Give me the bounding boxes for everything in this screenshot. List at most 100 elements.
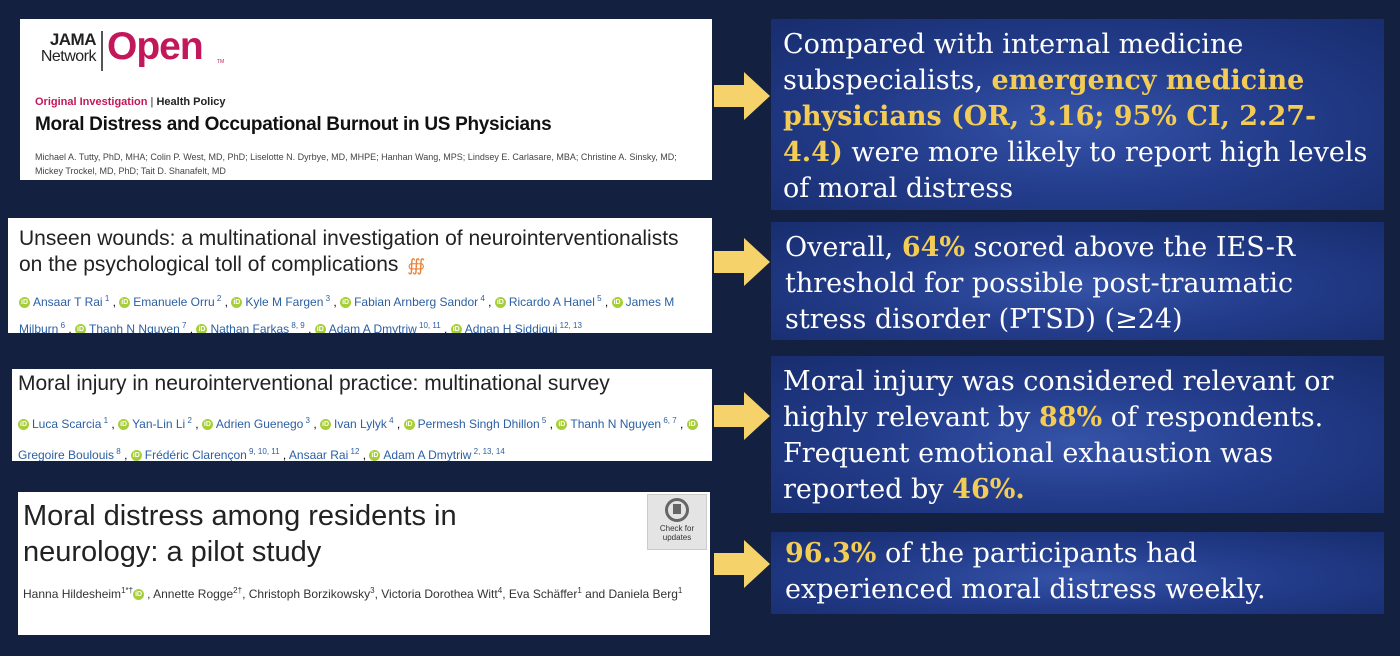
article-card-unseen-wounds: Unseen wounds: a multinational investiga… [8,218,712,333]
logo-network-text: Network [40,48,97,65]
author-entry[interactable]: iD Thanh N Nguyen 7 , [75,321,196,333]
author-entry[interactable]: iD Ansaar T Rai 1 , [19,294,120,309]
author-name[interactable]: Fabian Arnberg Sandor [354,295,479,309]
author-affiliation: 5 [539,416,547,425]
author-entry[interactable]: iD James M Milburn 6 , [19,295,674,333]
author-affiliation: 7 [179,321,187,330]
author-affiliation: 4 [478,294,485,303]
orcid-icon[interactable]: iD [686,419,698,431]
author-affiliation: 1 [101,416,109,425]
author-line-2: Mickey Trockel, MD, PhD; Tait D. Shanafe… [35,166,226,176]
author-name[interactable]: Yan-Lin Li [132,417,186,431]
orcid-icon[interactable]: iD [19,297,30,309]
author-entry[interactable]: iD Ricardo A Hanel 5 , [494,294,612,309]
highlight-text: emergency medicine physicians (OR, 3.16;… [783,65,1317,168]
orcid-icon[interactable]: iD [18,419,29,431]
author-entry[interactable]: iD Thanh N Nguyen 6, 7 , [556,416,687,431]
author-affiliation: 2 [185,416,192,425]
orcid-icon[interactable]: iD [369,450,381,461]
author-name[interactable]: Ansaar Rai [288,448,349,461]
author-entry[interactable]: iD Adam A Dmytriw 10, 11 , [314,321,451,333]
logo-tm-text: TM [217,59,225,65]
orcid-icon[interactable]: iD [130,450,142,461]
arrow-right-icon [714,392,770,440]
author-entry[interactable]: iD Adnan H Siddiqui 12, 13 [450,321,582,333]
article-card-moral-injury: Moral injury in neurointerventional prac… [12,369,712,461]
author-entry[interactable]: iD Emanuele Orru 2 , [119,294,232,309]
author-entry[interactable]: Ansaar Rai 12 , [288,447,370,461]
author-list: Michael A. Tutty, PhD, MHA; Colin P. Wes… [35,150,677,178]
author-name[interactable]: Gregoire Boulouis [18,448,115,461]
highlight-text: 88% [1038,402,1103,433]
orcid-icon[interactable]: iD [314,324,326,333]
article-title[interactable]: Moral injury in neurointerventional prac… [18,372,610,395]
author-list: Hanna Hildesheim1*† iD, Annette Rogge2†, … [23,586,683,601]
article-card-neurology-residents: Moral distress among residents in neurol… [18,492,710,635]
author-name[interactable]: Ricardo A Hanel [508,295,595,309]
article-title[interactable]: Moral distress among residents in neurol… [23,500,457,568]
orcid-icon[interactable]: iD [340,297,352,309]
author-name[interactable]: Kyle M Fargen [245,295,324,309]
author-name[interactable]: Adnan H Siddiqui [464,322,558,333]
orcid-icon[interactable]: iD [133,589,145,601]
author-name[interactable]: Thanh N Nguyen [570,417,662,431]
author-name[interactable]: Frédéric Clarençon [144,448,247,461]
article-category: Original Investigation [35,96,148,108]
orcid-icon[interactable]: iD [611,297,623,309]
author-affiliation: 2 [214,294,222,303]
orcid-icon[interactable]: iD [196,324,208,333]
orcid-icon[interactable]: iD [450,324,462,333]
author-entry[interactable]: iD Permesh Singh Dhillon 5 , [403,416,557,431]
author-entry[interactable]: iD Luca Scarcia 1 , [18,416,119,431]
author-entry[interactable]: iD Ivan Lylyk 4 , [320,416,404,431]
orcid-icon[interactable]: iD [119,297,131,309]
author-entry[interactable]: iD Yan-Lin Li 2 , [118,416,202,431]
author-line-1: Michael A. Tutty, PhD, MHA; Colin P. Wes… [35,152,677,162]
author-affiliation: 3 [323,294,331,303]
author-name[interactable]: Ansaar T Rai [33,295,103,309]
arrow-right-icon [714,540,770,588]
author-entry[interactable]: iD Adam A Dmytriw 2, 13, 14 [369,447,505,461]
author-entry[interactable]: iD Nathan Farkas 8, 9 , [196,321,314,333]
orcid-icon[interactable]: iD [118,419,130,431]
finding-box-4: 96.3% of the participants had experience… [771,532,1384,614]
author-name[interactable]: Thanh N Nguyen [89,322,180,333]
orcid-icon[interactable]: iD [231,297,243,309]
highlight-text: 64% [901,232,966,263]
author-name[interactable]: Emanuele Orru [133,295,215,309]
bookmark-icon [665,498,689,522]
article-title[interactable]: Moral Distress and Occupational Burnout … [35,114,552,135]
author-name[interactable]: James M Milburn [19,295,675,333]
author-entry[interactable]: iD Fabian Arnberg Sandor 4 , [340,294,495,309]
author-affiliation: 2, 13, 14 [471,447,505,456]
author-name[interactable]: Ivan Lylyk [334,417,387,431]
author-entry[interactable]: iD Adrien Guenego 3 , [201,416,320,431]
open-access-icon: ∰ [407,256,426,275]
author-affiliation: 12 [348,447,360,456]
orcid-icon[interactable]: iD [494,297,506,309]
arrow-right-icon [714,238,770,286]
orcid-icon[interactable]: iD [201,419,213,431]
orcid-icon[interactable]: iD [75,324,87,333]
author-name[interactable]: Adam A Dmytriw [328,322,417,333]
author-list: iD Ansaar T Rai 1 , iD Emanuele Orru 2 , i… [19,287,707,333]
orcid-icon[interactable]: iD [320,419,331,431]
author-name[interactable]: Permesh Singh Dhillon [417,417,540,431]
author-name[interactable]: Nathan Farkas [210,322,290,333]
orcid-icon[interactable]: iD [403,419,415,431]
author-affiliation: 1 [102,294,110,303]
finding-box-2: Overall, 64% scored above the IES-R thre… [771,222,1384,340]
check-for-updates-badge[interactable]: Check for updates [647,494,707,550]
article-title[interactable]: Unseen wounds: a multinational investiga… [19,227,679,276]
badge-label: Check for updates [659,524,695,542]
author-name[interactable]: Adrien Guenego [215,417,304,431]
author-name[interactable]: Adam A Dmytriw [383,448,472,461]
article-section: Health Policy [156,96,226,108]
author-affiliation: 9, 10, 11 [246,447,280,456]
author-entry[interactable]: iD Kyle M Fargen 3 , [231,294,341,309]
orcid-icon[interactable]: iD [556,419,568,431]
author-entry[interactable]: iD Frédéric Clarençon 9, 10, 11 , [130,447,289,461]
author-name[interactable]: Luca Scarcia [32,417,102,431]
author-affiliation: 12, 13 [557,321,582,330]
author-entry[interactable]: iDGregoire Boulouis 8 , [18,419,698,461]
